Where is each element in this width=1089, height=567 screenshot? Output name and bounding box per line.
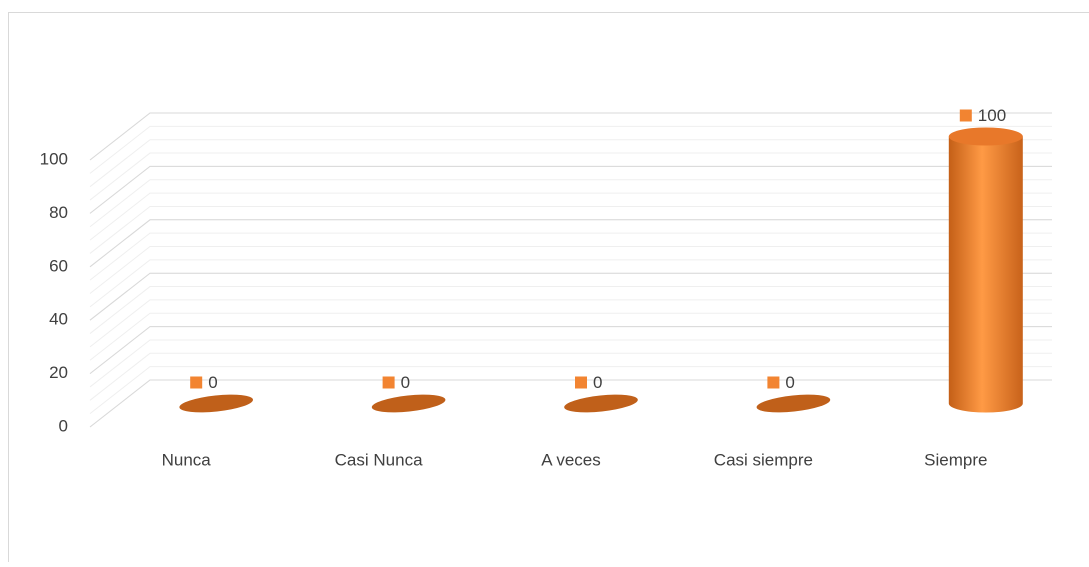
y-tick-label: 0 [59, 416, 68, 435]
x-tick-label: A veces [541, 450, 601, 469]
x-tick-label: Nunca [162, 450, 212, 469]
label-key [190, 377, 202, 389]
bar-body [949, 137, 1023, 413]
data-label: 0 [208, 373, 217, 392]
label-key [575, 377, 587, 389]
label-key [767, 377, 779, 389]
y-tick-label: 100 [40, 149, 68, 168]
bar [949, 128, 1023, 413]
x-tick-label: Casi Nunca [335, 450, 423, 469]
y-tick-label: 60 [49, 256, 68, 275]
bar-top [949, 128, 1023, 146]
data-label: 0 [593, 373, 602, 392]
data-label: 100 [978, 106, 1006, 125]
data-label: 0 [401, 373, 410, 392]
x-tick-label: Casi siempre [714, 450, 813, 469]
label-key [960, 110, 972, 122]
chart-frame [9, 13, 1089, 563]
y-tick-label: 20 [49, 363, 68, 382]
y-tick-label: 40 [49, 310, 68, 329]
y-tick-label: 80 [49, 203, 68, 222]
label-key [383, 377, 395, 389]
x-tick-label: Siempre [924, 450, 987, 469]
data-label: 0 [785, 373, 794, 392]
